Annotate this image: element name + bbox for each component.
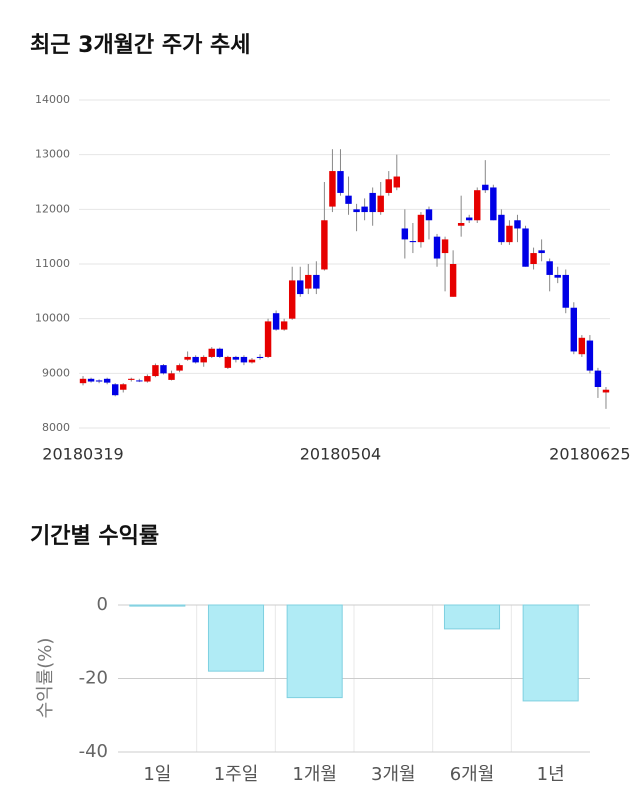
candle-body [95,380,103,382]
candle-body [554,274,561,278]
bar [129,604,186,607]
candle-body [377,195,384,213]
x-tick-label: 3개월 [371,764,416,785]
candle-body [337,171,344,193]
candle-body [449,264,457,297]
candle-body [264,321,272,357]
y-tick-label: 11000 [35,257,70,270]
candle-body [465,217,473,221]
candle-body [506,225,513,243]
candle-body [200,356,207,363]
x-tick-label: 20180504 [300,445,381,464]
candle-body [160,365,167,374]
candle-body [425,209,433,221]
y-tick-label: 10000 [35,312,70,325]
candle-body [313,274,320,289]
x-tick-label: 1개월 [292,764,337,785]
candle-body [152,365,159,377]
x-tick-label: 20180625 [549,445,630,464]
candle-body [385,179,392,193]
candle-body [433,236,441,259]
candle-body [353,209,360,213]
candle-body [409,241,417,243]
candle-body [87,378,95,382]
candle-body [176,365,183,371]
candle-body [482,184,489,191]
candle-body [144,376,151,382]
y-tick-label: 9000 [42,366,70,379]
chart-title: 기간별 수익률 [30,524,159,549]
candle-body [128,378,135,380]
candle-body [594,370,602,387]
candle-body [361,206,368,213]
candle-body [578,337,586,355]
y-axis-label: 수익률(%) [35,638,56,719]
candle-body [240,356,248,363]
candle-body [288,280,296,319]
candle-body [562,274,569,308]
candle-body [393,176,401,188]
candle-body [297,280,304,295]
y-tick-label: 8000 [42,421,70,434]
candle-body [256,356,264,359]
candle-body [136,380,143,382]
candle-body [514,220,521,229]
chart-title: 최근 3개월간 주가 추세 [30,33,250,58]
candle-body [208,348,215,357]
candle-body [329,171,336,207]
candle-body [305,274,312,289]
candle-body [441,239,449,254]
candle-body [79,378,87,384]
candle-body [369,192,376,213]
candle-body [570,307,578,352]
candle-body [168,373,175,380]
bar [286,604,343,699]
candle-body [401,228,409,240]
x-tick-label: 1년 [537,764,565,785]
candle-body [530,253,537,264]
y-tick-label: 0 [97,594,108,615]
candle-body [457,223,465,226]
bar [443,604,501,630]
y-tick-label: 12000 [35,202,70,215]
candle-body [498,214,505,243]
y-tick-label: 13000 [35,148,70,161]
bar [207,604,265,672]
candle-body [345,195,352,204]
x-tick-label: 6개월 [450,764,495,785]
candle-body [224,356,232,368]
y-tick-label: -40 [79,741,108,762]
x-tick-label: 1주일 [214,764,259,785]
candle-body [272,313,280,330]
candle-body [586,340,594,371]
candle-body [232,356,240,360]
candle-body [184,356,191,360]
candle-body [192,356,199,363]
y-tick-label: 14000 [35,93,70,106]
candle-body [321,220,328,270]
y-tick-label: -20 [79,668,108,689]
candle-body [216,348,224,357]
candle-body [417,214,425,243]
candle-body [111,384,119,396]
candle-body [280,321,288,330]
x-tick-label: 20180319 [42,445,123,464]
bar [522,604,579,702]
x-tick-label: 1일 [143,764,171,785]
candle-body [248,359,256,363]
candle-body [522,228,529,267]
candle-body [474,190,481,221]
candle-body [546,261,553,275]
candle-body [103,378,111,383]
candle-body [602,389,610,393]
candle-body [538,250,545,254]
candle-body [490,187,497,221]
candle-body [120,384,127,390]
